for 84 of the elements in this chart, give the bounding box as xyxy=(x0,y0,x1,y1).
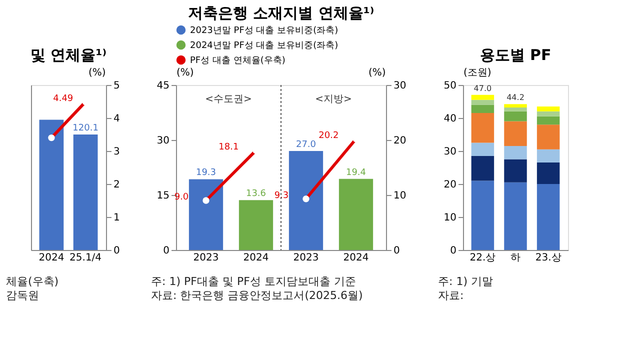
bar xyxy=(338,178,374,250)
bar xyxy=(471,156,494,181)
y-tick-label: 15 xyxy=(156,190,170,202)
x-tick-label: 2023 xyxy=(293,252,319,264)
legend-label: 2024년말 PF성 대출 보유비중(좌축) xyxy=(190,41,338,51)
legend-label: 2023년말 PF성 대출 보유비중(좌축) xyxy=(190,26,338,36)
bar xyxy=(504,146,527,160)
total-label: 44.2 xyxy=(506,93,524,102)
bar xyxy=(471,104,494,114)
y2-tick-label: 0 xyxy=(394,246,400,256)
y-tick-label: 50 xyxy=(444,80,456,92)
chart-title: 저축은행 소재지별 연체율¹⁾ xyxy=(188,4,374,22)
data-label: 20.2 xyxy=(318,130,339,141)
text: 자료: 한국은행 금융안정보고서(2025.6월) xyxy=(151,289,363,302)
data-label: 9.0 xyxy=(174,192,189,202)
bar xyxy=(536,149,560,163)
bar xyxy=(471,100,494,105)
text: 감독원 xyxy=(6,289,39,302)
data-label: 120.1 xyxy=(72,124,98,134)
bar xyxy=(536,111,560,116)
y2-tick-label: 0 xyxy=(114,246,120,256)
text: 주: 1) 기말 xyxy=(438,275,493,288)
bar xyxy=(471,113,494,143)
bar xyxy=(238,200,274,250)
y2-tick-label: 2 xyxy=(114,180,120,190)
y2-tick-label: 30 xyxy=(394,80,406,92)
total-label: 47.0 xyxy=(474,84,492,93)
data-label: 9.3 xyxy=(274,190,289,201)
bar xyxy=(536,116,560,125)
y-tick-label: 40 xyxy=(444,114,456,124)
y-tick-label: 10 xyxy=(444,212,456,224)
bar xyxy=(536,184,560,250)
y2-tick-label: 4 xyxy=(114,114,120,124)
y-axis-title: (조원) xyxy=(464,68,492,78)
y2-axis-title: (%) xyxy=(88,68,106,78)
bar xyxy=(504,159,527,182)
y2-axis-title: (%) xyxy=(368,68,386,78)
y-axis-title: (%) xyxy=(176,68,194,78)
x-tick-label: 2024 xyxy=(38,252,64,264)
x-tick-label: 2024 xyxy=(243,252,269,264)
y-tick-label: 0 xyxy=(163,246,170,256)
bar xyxy=(288,151,324,250)
y-tick-label: 45 xyxy=(156,80,170,92)
bar xyxy=(536,106,560,112)
bar xyxy=(471,180,494,250)
x-tick-label: 2023 xyxy=(193,252,219,264)
y2-tick-label: 1 xyxy=(114,212,120,224)
x-tick-label: 22.상 xyxy=(470,252,496,264)
text: <수도권> xyxy=(205,94,252,105)
x-tick-label: 23.상 xyxy=(535,252,562,264)
chart-title: 용도별 PF xyxy=(480,46,552,64)
bar xyxy=(536,162,560,184)
bar xyxy=(188,179,224,250)
data-label: 19.4 xyxy=(346,168,366,178)
text: <지방> xyxy=(315,94,352,105)
data-label: 19.3 xyxy=(196,168,216,178)
data-label: 4.49 xyxy=(53,94,74,104)
y2-tick-label: 5 xyxy=(114,80,120,92)
data-label: 27.0 xyxy=(296,140,316,150)
bar xyxy=(504,182,527,250)
bar xyxy=(471,94,494,100)
chart-title: 및 연체율¹⁾ xyxy=(30,46,107,64)
bar xyxy=(536,124,560,150)
bar xyxy=(504,107,527,112)
y2-tick-label: 10 xyxy=(394,190,406,202)
y-tick-label: 30 xyxy=(156,136,170,146)
x-tick-label: 하 xyxy=(510,252,520,264)
text: 체율(우축) xyxy=(6,275,59,288)
bar xyxy=(504,104,527,108)
bar xyxy=(504,111,527,122)
y-tick-label: 20 xyxy=(444,180,456,190)
y2-tick-label: 3 xyxy=(114,146,120,158)
y-tick-label: 30 xyxy=(444,146,456,158)
text: 주: 1) PF대출 및 PF성 토지담보대출 기준 xyxy=(151,275,356,288)
y-tick-label: 0 xyxy=(450,246,456,256)
x-tick-label: 25.1/4 xyxy=(70,252,102,264)
bar xyxy=(471,142,494,156)
data-label: 18.1 xyxy=(218,142,239,152)
data-label: 13.6 xyxy=(246,189,266,200)
bar xyxy=(504,121,527,146)
x-tick-label: 2024 xyxy=(343,252,369,264)
legend-label: PF성 대출 연체율(우축) xyxy=(190,56,286,66)
y2-tick-label: 20 xyxy=(394,136,406,146)
text: 자료: xyxy=(438,289,464,302)
